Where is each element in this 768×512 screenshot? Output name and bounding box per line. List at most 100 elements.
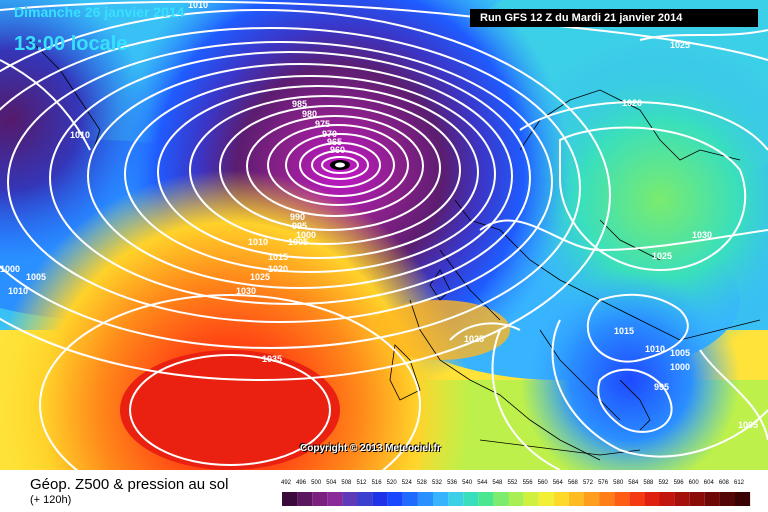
isobar-label: 1025 [670, 40, 690, 50]
color-scale-label: 544 [477, 480, 488, 486]
isobar-label: 1000 [0, 264, 20, 274]
color-scale-label: 584 [628, 480, 639, 486]
color-scale-label: 592 [658, 480, 669, 486]
color-scale-swatch [659, 492, 675, 506]
color-scale-swatch [629, 492, 645, 506]
weather-map: 1010 1025 1010 985 980 975 970 965 960 9… [0, 0, 768, 470]
color-scale-swatch [342, 492, 358, 506]
color-scale-swatch [417, 492, 433, 506]
color-scale-swatch [704, 492, 720, 506]
color-scale-label: 504 [326, 480, 337, 486]
color-scale-label: 516 [371, 480, 382, 486]
color-scale-swatch [719, 492, 735, 506]
color-scale-label: 496 [296, 480, 307, 486]
isobar-label: 1000 [670, 362, 690, 372]
color-scale-swatch [433, 492, 449, 506]
color-scale-swatch [523, 492, 539, 506]
isobar-label: 1015 [614, 326, 634, 336]
legend-subtitle: (+ 120h) [30, 494, 72, 506]
color-scale-bar [282, 492, 751, 506]
isobar-label: 1010 [248, 237, 268, 247]
color-scale-swatch [508, 492, 524, 506]
copyright-text: Copyright © 2013 Meteociel.fr [300, 443, 441, 454]
isobar-label: 1015 [268, 252, 288, 262]
color-scale-swatch [553, 492, 569, 506]
isobar-label: 980 [302, 109, 317, 119]
color-scale-swatch [463, 492, 479, 506]
isobar-label: 1025 [250, 272, 270, 282]
color-scale-label: 596 [673, 480, 684, 486]
color-scale-label: 512 [356, 480, 367, 486]
isobar-label: 1025 [464, 334, 484, 344]
isobar-label: 970 [322, 129, 337, 139]
color-scale-label: 524 [401, 480, 412, 486]
color-scale-label: 520 [386, 480, 397, 486]
legend-title: Géop. Z500 & pression au sol [30, 476, 229, 493]
isobar-label: 1030 [236, 286, 256, 296]
color-scale-label: 572 [582, 480, 594, 486]
color-scale-label: 492 [280, 480, 292, 486]
color-scale-swatch [538, 492, 554, 506]
isobar-label: 1010 [645, 344, 665, 354]
color-scale-swatch [357, 492, 373, 506]
isobar-label: 1000 [296, 230, 316, 240]
europe-isobar-lines [0, 0, 768, 470]
color-scale-swatch [614, 492, 630, 506]
color-scale-swatch [493, 492, 509, 506]
isobar-label: 1010 [70, 130, 90, 140]
color-scale-label: 580 [613, 480, 624, 486]
color-scale-swatch [297, 492, 313, 506]
color-scale-label: 556 [522, 480, 533, 486]
color-scale-label: 568 [567, 480, 578, 486]
color-scale-label: 576 [598, 480, 609, 486]
color-scale-swatch [568, 492, 584, 506]
color-scale-label: 588 [643, 480, 654, 486]
color-scale-swatch [372, 492, 388, 506]
color-scale-swatch [599, 492, 615, 506]
color-scale-label: 608 [718, 480, 729, 486]
isobar-label: 995 [654, 382, 669, 392]
isobar-label: 1005 [26, 272, 46, 282]
color-scale-label: 500 [311, 480, 322, 486]
color-scale-swatch [387, 492, 403, 506]
color-scale-swatch [282, 492, 298, 506]
color-scale-label: 560 [537, 480, 548, 486]
isobar-lines [0, 9, 611, 381]
isobar-label: 995 [292, 221, 307, 231]
isobar-label: 1010 [188, 0, 208, 10]
high-isobar-lines [39, 294, 421, 470]
isobar-labels: 1010 1025 1010 985 980 975 970 965 960 9… [0, 0, 758, 430]
coastlines [29, 39, 761, 461]
color-scale-swatch [448, 492, 464, 506]
color-scale-swatch [312, 492, 328, 506]
isobar-label: 1005 [288, 237, 308, 247]
run-info: Run GFS 12 Z du Mardi 21 janvier 2014 [470, 9, 758, 27]
color-scale-label: 548 [492, 480, 503, 486]
map-canvas: 1010 1025 1010 985 980 975 970 965 960 9… [0, 0, 768, 470]
isobar-label: 960 [330, 145, 345, 155]
color-scale-swatch [584, 492, 600, 506]
color-scale-label: 604 [703, 480, 714, 486]
low-centre-core [335, 162, 345, 168]
isobar-label: 1030 [692, 230, 712, 240]
isobar-label: 1005 [670, 348, 690, 358]
color-scale-swatch [674, 492, 690, 506]
color-scale-label: 612 [733, 480, 745, 486]
forecast-date: Dimanche 26 janvier 2014 [14, 4, 185, 20]
isobar-label: 975 [315, 119, 330, 129]
color-scale-swatch [402, 492, 418, 506]
color-scale-label: 508 [341, 480, 352, 486]
color-scale-label: 540 [462, 480, 473, 486]
isobar-label: 1025 [652, 251, 672, 261]
color-scale-label: 532 [431, 480, 443, 486]
isobar-label: 1005 [738, 420, 758, 430]
color-scale-swatch [689, 492, 705, 506]
isobar-label: 965 [327, 137, 342, 147]
color-scale-label: 528 [416, 480, 427, 486]
isobar-label: 990 [290, 212, 305, 222]
isobar-label: 1020 [622, 98, 642, 108]
color-scale-label: 564 [552, 480, 563, 486]
color-scale-label: 552 [507, 480, 518, 486]
color-scale-swatch [478, 492, 494, 506]
isobar-label: 1035 [262, 354, 282, 364]
